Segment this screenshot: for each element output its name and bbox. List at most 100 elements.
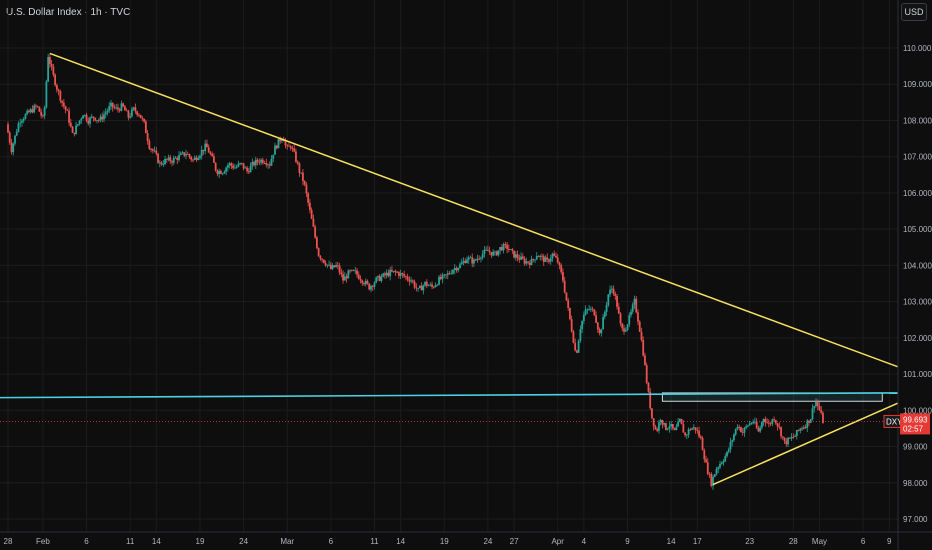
time-tick-label: 9 [625, 537, 630, 546]
candle-body [380, 276, 383, 281]
candle-body [434, 285, 437, 288]
candle-body [169, 157, 172, 162]
candle-body [521, 256, 524, 259]
candle-body [129, 116, 132, 118]
candle-body [111, 102, 114, 108]
candle-body [740, 427, 742, 432]
candle-body [467, 257, 470, 260]
candle-body [370, 285, 372, 290]
candle-body [602, 316, 604, 330]
candle-body [48, 56, 51, 64]
time-tick-label: Apr [551, 537, 564, 546]
candle-body [795, 430, 798, 436]
candle-body [558, 262, 561, 266]
candle-body [26, 110, 29, 115]
candle-body [720, 462, 723, 464]
candle-body [764, 418, 767, 423]
candle-body [352, 269, 355, 271]
candle-body [593, 309, 596, 316]
candle-body [691, 428, 693, 430]
candle-body [127, 110, 130, 118]
candle-body [525, 261, 528, 264]
candle-body [329, 264, 332, 269]
candle-body [165, 158, 168, 160]
candle-body [727, 449, 730, 452]
candle-body [10, 142, 13, 153]
candle-body [607, 294, 610, 306]
candle-body [588, 309, 591, 310]
candle-body [514, 254, 517, 258]
candle-body [106, 110, 109, 113]
candle-body [719, 463, 721, 468]
candle-body [487, 249, 489, 251]
drawing-lines [0, 52, 899, 486]
candle-body [450, 273, 453, 275]
time-tick-label: 6 [329, 537, 334, 546]
bar-countdown: 02:57 [903, 424, 924, 433]
price-tick-label: 103.000 [903, 298, 932, 307]
currency-button[interactable]: USD [901, 3, 927, 21]
candle-body [64, 106, 67, 110]
candle-body [689, 429, 692, 431]
candle-body [225, 167, 228, 172]
time-axis[interactable]: 28 Feb 6 11 14 19 24 Mar 6 11 14 19 24 27 Apr 4 9 14 17 23 2… [0, 531, 932, 546]
candle-body [377, 275, 379, 278]
candle-body [237, 163, 240, 167]
time-tick-label: Feb [36, 537, 50, 546]
candle-body [570, 319, 573, 332]
candle-body [453, 268, 456, 270]
candle-body [457, 267, 460, 271]
candle-body [153, 150, 156, 152]
candle-body [546, 257, 549, 260]
candle-body [630, 311, 632, 316]
candle-body [528, 262, 531, 265]
candle-body [73, 132, 76, 135]
candle-body [143, 118, 146, 122]
candle-body [263, 162, 266, 164]
candle-body [396, 272, 399, 273]
candle-body [464, 260, 467, 264]
candle-body [436, 284, 439, 286]
candle-body [781, 436, 784, 438]
candle-body [493, 251, 496, 253]
candle-body [408, 279, 411, 282]
candle-body [338, 265, 341, 273]
candle-body [78, 120, 81, 125]
candle-body [361, 280, 364, 284]
candle-body [694, 427, 697, 430]
candle-body [589, 308, 592, 310]
candle-body [291, 148, 294, 150]
candle-body [748, 423, 751, 426]
candle-body [7, 124, 9, 133]
candle-body [279, 138, 282, 142]
candle-body [33, 105, 36, 113]
price-tick-label: 100.000 [903, 406, 932, 415]
candle-body [642, 340, 645, 356]
candle-body [21, 120, 23, 123]
candle-body [242, 163, 245, 169]
candle-body [710, 473, 713, 487]
candle-body [425, 281, 428, 286]
candle-body [595, 315, 597, 323]
candle-body [136, 111, 139, 115]
candle-body [446, 273, 449, 276]
candle-body [708, 473, 711, 475]
candle-body [565, 292, 568, 301]
candle-body [663, 423, 666, 425]
price-axis[interactable]: 97.000 98.000 99.000 100.000 101.000 102.000 1… [897, 0, 932, 550]
candle-body [108, 106, 111, 111]
price-tick-label: 101.000 [903, 370, 932, 379]
candle-body [530, 259, 533, 265]
candle-body [66, 109, 69, 111]
candle-body [685, 434, 688, 436]
candle-body [802, 427, 805, 429]
candle-body [137, 114, 140, 116]
candle-body [635, 298, 638, 313]
candle-body [771, 419, 774, 424]
candle-body [71, 126, 74, 133]
candle-body [179, 153, 182, 156]
candle-body [499, 247, 502, 251]
candle-body [617, 306, 620, 314]
candle-body [183, 152, 186, 156]
